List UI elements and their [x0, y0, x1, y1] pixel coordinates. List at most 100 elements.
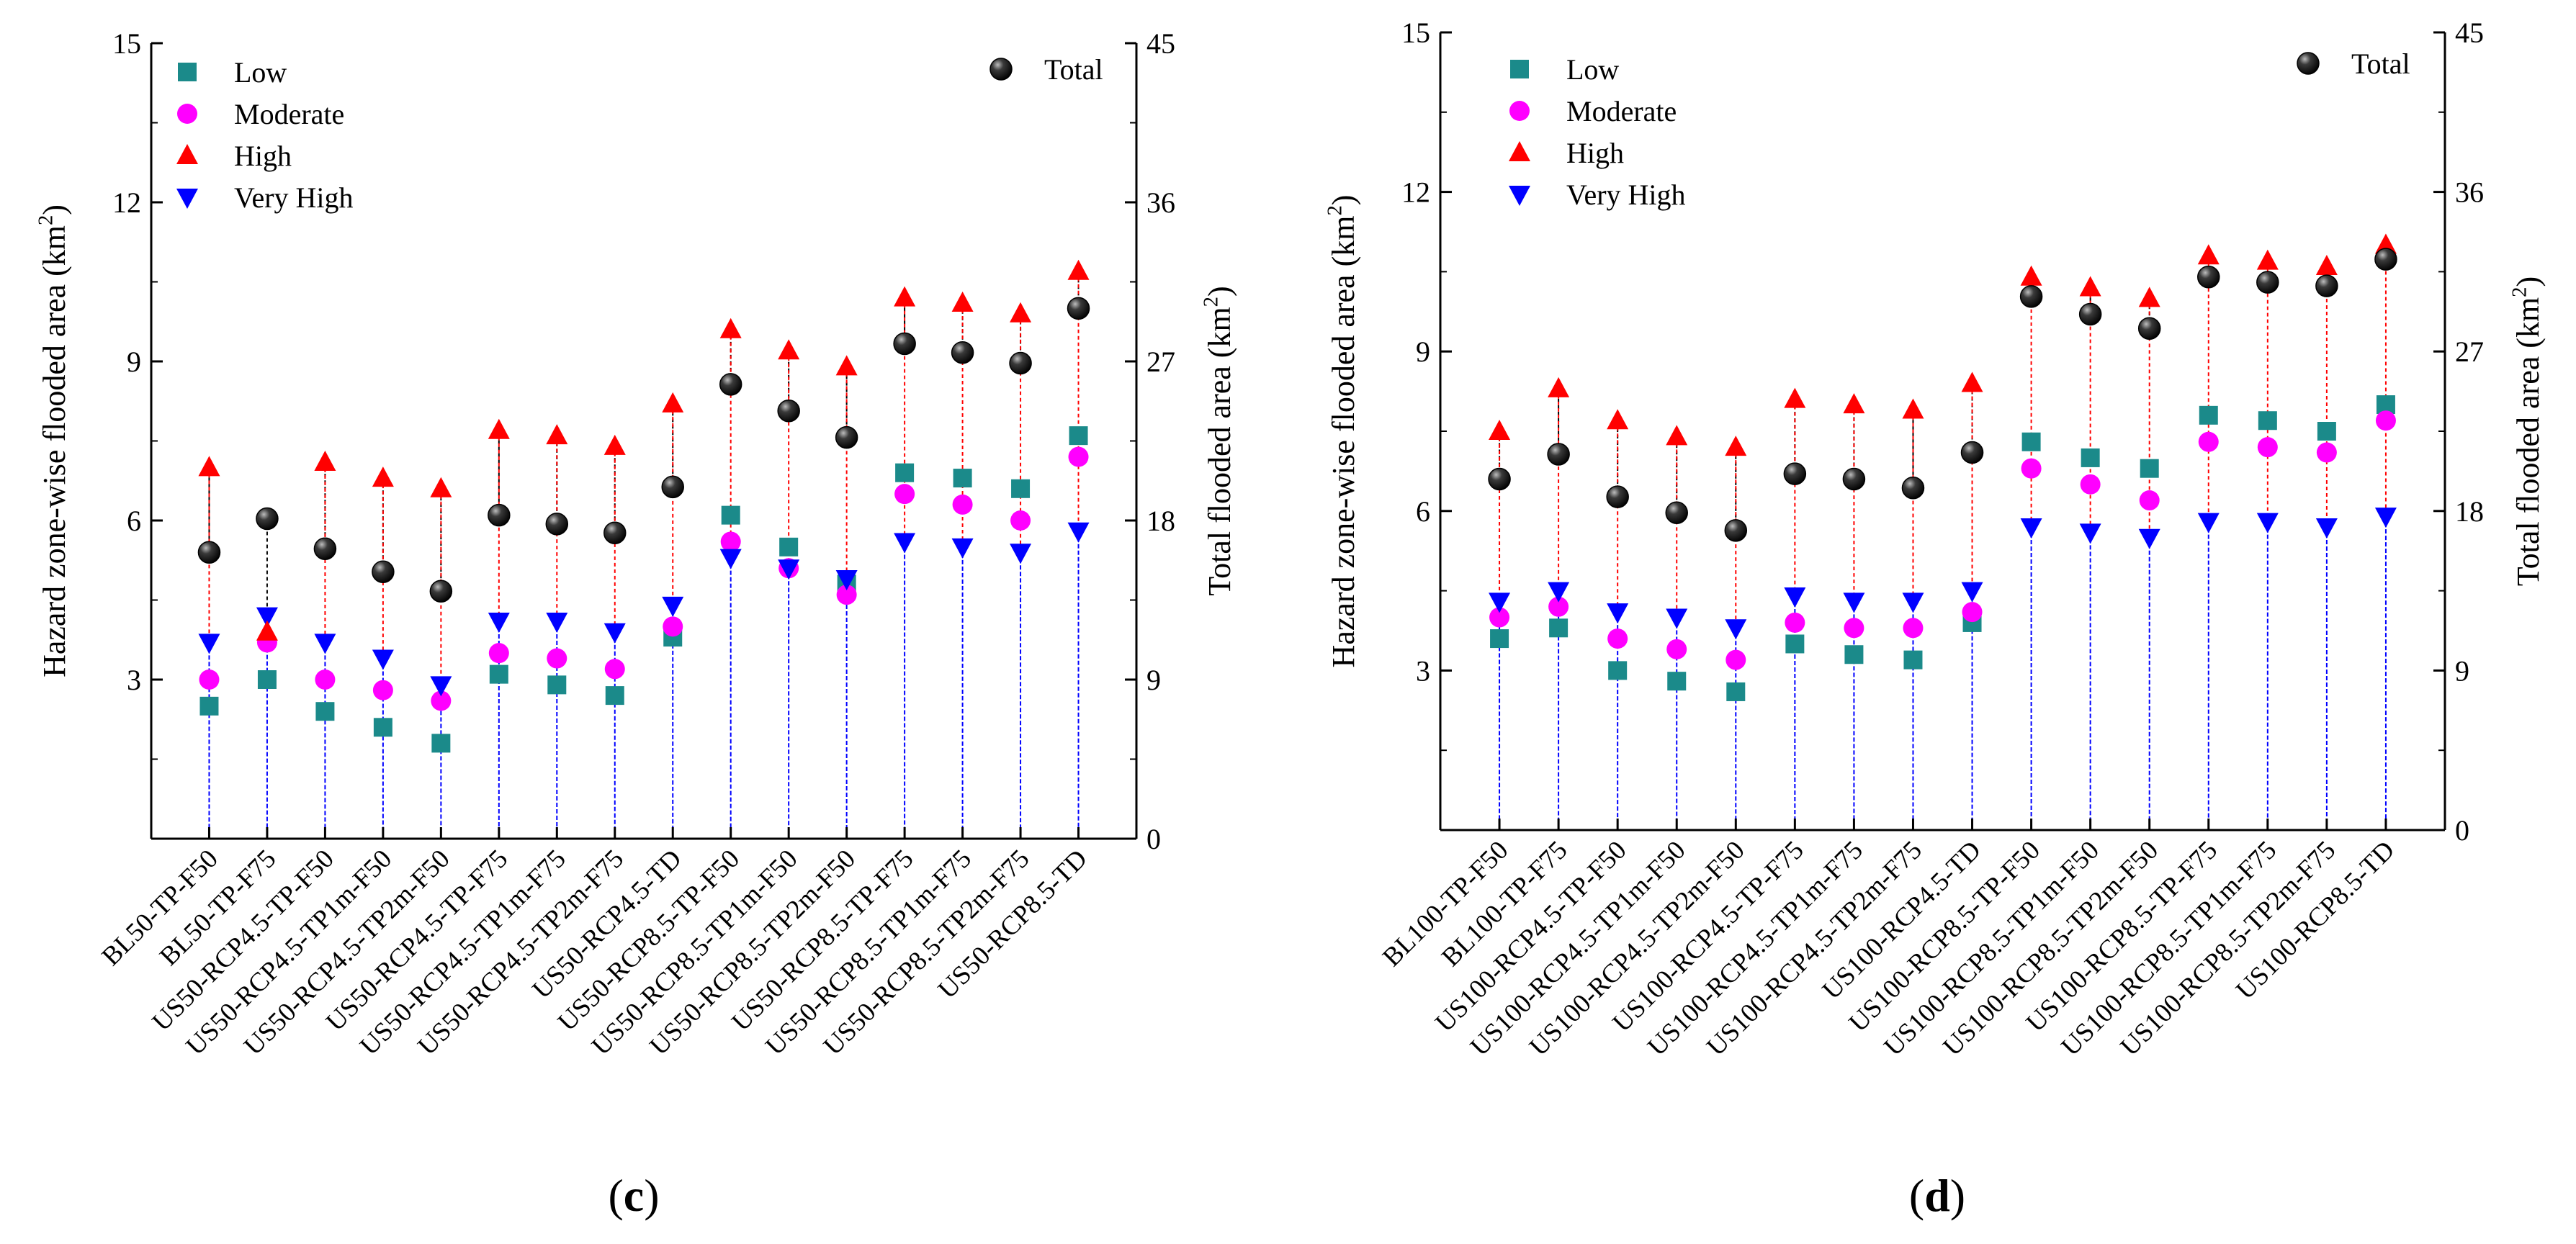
panel-label: (c)	[608, 1170, 659, 1221]
left-tick-label: 15	[1401, 17, 1430, 49]
left-tick-label: 9	[127, 346, 141, 378]
data-point-high	[1725, 436, 1747, 456]
data-point-high	[256, 620, 278, 641]
legend-label: Total	[1044, 53, 1103, 86]
right-tick-label: 36	[1146, 186, 1175, 219]
data-point-very-high	[488, 612, 510, 633]
data-point-total	[2019, 285, 2043, 308]
data-point-moderate	[547, 648, 567, 669]
legend-marker-high	[176, 144, 198, 164]
data-point-low	[1903, 650, 1923, 670]
data-point-moderate	[1785, 612, 1805, 633]
data-point-very-high	[1961, 582, 1983, 603]
data-point-moderate	[1489, 607, 1510, 628]
data-point-high	[430, 477, 452, 497]
data-point-very-high	[1902, 592, 1924, 613]
data-point-total	[951, 341, 974, 364]
data-point-total	[1067, 297, 1090, 320]
data-point-high	[835, 355, 858, 376]
data-point-low	[489, 664, 508, 684]
data-point-high	[719, 317, 742, 338]
data-point-moderate	[663, 616, 683, 637]
data-point-total	[1606, 485, 1629, 508]
data-point-very-high	[1843, 592, 1865, 613]
data-point-total	[372, 560, 395, 583]
data-point-total	[2315, 274, 2338, 297]
data-point-moderate	[2375, 410, 2396, 431]
data-point-high	[1666, 425, 1688, 446]
data-point-moderate	[2080, 474, 2101, 495]
data-point-high	[894, 286, 916, 307]
data-point-low	[605, 686, 624, 706]
data-point-total	[1665, 501, 1688, 525]
data-point-very-high	[198, 634, 220, 654]
data-point-total	[429, 580, 453, 603]
legend-marker-low	[1510, 60, 1529, 78]
legend-label: Moderate	[234, 98, 344, 130]
data-point-low	[2081, 448, 2100, 467]
data-point-low	[1785, 634, 1805, 654]
data-point-low	[199, 696, 219, 716]
data-point-moderate	[1548, 596, 1569, 617]
data-point-high	[1902, 398, 1924, 419]
data-point-high	[488, 418, 510, 439]
right-tick-label: 9	[1146, 664, 1161, 696]
data-point-very-high	[951, 538, 974, 559]
data-point-moderate	[2198, 431, 2219, 452]
data-point-very-high	[2020, 518, 2042, 538]
data-point-high	[2374, 233, 2397, 254]
data-point-high	[2020, 265, 2042, 286]
data-point-moderate	[2316, 442, 2337, 463]
data-point-low	[721, 505, 740, 525]
data-point-very-high	[662, 596, 684, 617]
data-point-very-high	[2138, 528, 2160, 549]
data-point-moderate	[372, 680, 393, 700]
data-point-high	[778, 339, 800, 360]
y-axis-left-title: Hazard zone-wise flooded area (km2)	[35, 204, 72, 677]
data-point-low	[1549, 618, 1569, 638]
data-point-high	[1010, 302, 1032, 323]
data-point-moderate	[1666, 639, 1687, 659]
data-point-total	[197, 541, 221, 564]
data-point-high	[2256, 249, 2279, 270]
data-point-high	[662, 392, 684, 413]
data-point-low	[1608, 661, 1628, 680]
data-point-total	[2197, 266, 2220, 289]
data-point-moderate	[836, 585, 857, 605]
data-point-low	[431, 734, 451, 753]
legend-marker-moderate	[177, 104, 197, 124]
data-point-moderate	[1962, 602, 1983, 623]
legend-marker-low	[178, 63, 197, 81]
data-point-low	[1844, 645, 1864, 664]
data-point-low	[2021, 432, 2041, 451]
legend-label: Very High	[234, 181, 354, 214]
data-point-moderate	[1844, 618, 1864, 639]
data-point-high	[2315, 255, 2338, 276]
data-point-high	[951, 291, 974, 312]
data-point-total	[719, 373, 742, 396]
data-point-moderate	[199, 670, 220, 690]
legend-marker-very-high	[1509, 186, 1530, 206]
data-point-total	[835, 425, 858, 449]
data-point-very-high	[835, 570, 858, 591]
data-point-low	[779, 537, 799, 556]
legend-label: High	[1566, 137, 1624, 169]
data-point-very-high	[778, 559, 800, 580]
left-tick-label: 12	[1401, 176, 1430, 209]
right-tick-label: 0	[2455, 814, 2469, 847]
data-point-moderate	[2257, 437, 2278, 458]
data-point-very-high	[1607, 603, 1629, 624]
data-point-total	[2137, 317, 2161, 340]
right-tick-label: 45	[2455, 17, 2484, 49]
data-point-moderate	[2139, 490, 2160, 511]
data-point-high	[1843, 393, 1865, 414]
left-tick-label: 15	[112, 27, 141, 60]
data-point-moderate	[488, 643, 509, 664]
data-point-low	[1667, 672, 1687, 691]
data-point-very-high	[1489, 592, 1511, 613]
data-point-high	[546, 424, 568, 445]
data-point-total	[1960, 441, 1984, 464]
left-tick-label: 3	[127, 664, 141, 696]
